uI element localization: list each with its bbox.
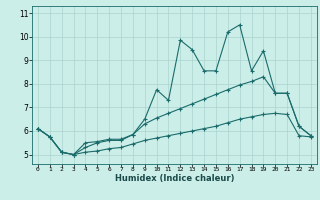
X-axis label: Humidex (Indice chaleur): Humidex (Indice chaleur) (115, 174, 234, 183)
